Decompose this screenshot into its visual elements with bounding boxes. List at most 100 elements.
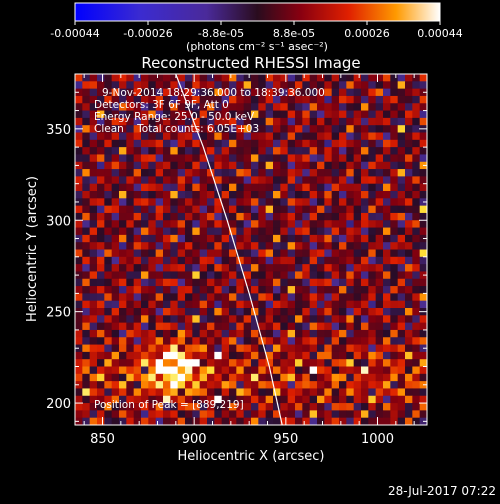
heatmap-cell [126, 154, 135, 163]
heatmap-cell [82, 403, 91, 411]
heatmap-cell [207, 212, 215, 221]
heatmap-cell [192, 234, 201, 243]
heatmap-cell [199, 220, 208, 228]
heatmap-cell [207, 198, 215, 207]
heatmap-cell [390, 234, 399, 243]
heatmap-cell [119, 286, 127, 294]
heatmap-cell [243, 264, 252, 272]
heatmap-cell [295, 198, 303, 207]
heatmap-cell [214, 161, 223, 170]
heatmap-cell [309, 147, 318, 155]
heatmap-cell [419, 351, 427, 360]
heatmap-cell [412, 205, 421, 214]
heatmap-cell [82, 234, 91, 243]
heatmap-cell [75, 220, 83, 228]
heatmap-cell [353, 351, 362, 360]
heatmap-cell [243, 234, 252, 243]
heatmap-cell [89, 110, 98, 119]
heatmap-cell [207, 103, 215, 111]
heatmap-cell [82, 103, 91, 111]
heatmap-cell [324, 410, 333, 419]
heatmap-cell [192, 161, 201, 170]
heatmap-cell [243, 403, 252, 411]
heatmap-cell [75, 212, 83, 221]
heatmap-cell [126, 403, 135, 411]
heatmap-cell [236, 271, 245, 280]
heatmap-cell [104, 337, 113, 345]
heatmap-cell [141, 198, 149, 207]
heatmap-cell [229, 161, 237, 170]
heatmap-cell [111, 103, 120, 111]
heatmap-cell [251, 183, 259, 192]
heatmap-cell [280, 191, 289, 199]
heatmap-cell [317, 329, 325, 338]
heatmap-cell [75, 373, 83, 382]
heatmap-cell [177, 176, 186, 185]
heatmap-cell [295, 315, 303, 324]
heatmap-cell [419, 220, 427, 228]
heatmap-cell [243, 271, 252, 280]
heatmap-cell [412, 95, 421, 104]
heatmap-cell [97, 373, 105, 382]
heatmap-cell [324, 271, 333, 280]
heatmap-cell [251, 351, 259, 360]
heatmap-cell [287, 103, 296, 111]
heatmap-cell [229, 147, 237, 155]
heatmap-cell [287, 410, 296, 419]
heatmap-cell [324, 169, 333, 177]
heatmap-cell [199, 74, 208, 82]
heatmap-cell [295, 351, 303, 360]
heatmap-cell [243, 329, 252, 338]
heatmap-cell [273, 125, 281, 133]
heatmap-cell [155, 125, 164, 133]
heatmap-cell [97, 351, 105, 360]
heatmap-cell [75, 147, 83, 155]
heatmap-cell [265, 139, 274, 148]
heatmap-cell [258, 256, 267, 265]
heatmap-cell [214, 234, 223, 243]
heatmap-cell [133, 147, 142, 155]
heatmap-cell [419, 183, 427, 192]
heatmap-cell [324, 183, 333, 192]
heatmap-cell [119, 410, 127, 419]
heatmap-cell [317, 183, 325, 192]
heatmap-cell [419, 191, 427, 199]
heatmap-cell [412, 147, 421, 155]
heatmap-cell [302, 256, 311, 265]
heatmap-cell [221, 256, 230, 265]
heatmap-cell [192, 110, 201, 119]
heatmap-cell [339, 300, 347, 309]
heatmap-cell [243, 366, 252, 375]
heatmap-cell [368, 103, 377, 111]
heatmap-cell [97, 322, 105, 331]
heatmap-cell [258, 139, 267, 148]
heatmap-cell [287, 308, 296, 316]
heatmap-cell [353, 256, 362, 265]
heatmap-cell [412, 88, 421, 97]
heatmap-cell [221, 125, 230, 133]
heatmap-cell [258, 264, 267, 272]
heatmap-cell [287, 161, 296, 170]
heatmap-cell [148, 125, 157, 133]
heatmap-cell [170, 183, 179, 192]
heatmap-cell [397, 154, 406, 163]
heatmap-cell [339, 388, 347, 397]
heatmap-cell [295, 176, 303, 185]
heatmap-cell [89, 161, 98, 170]
heatmap-cell [185, 256, 193, 265]
heatmap-cell [75, 300, 83, 309]
heatmap-cell [346, 242, 355, 250]
heatmap-cell [280, 388, 289, 397]
heatmap-cell [273, 198, 281, 207]
heatmap-cell [207, 388, 215, 397]
heatmap-cell [405, 300, 413, 309]
heatmap-cell [339, 227, 347, 236]
heatmap-cell [192, 403, 201, 411]
heatmap-cell [104, 315, 113, 324]
heatmap-cell [141, 147, 149, 155]
heatmap-cell [214, 322, 223, 331]
heatmap-cell [148, 286, 157, 294]
heatmap-cell [126, 337, 135, 345]
heatmap-cell [177, 410, 186, 419]
heatmap-cell [390, 154, 399, 163]
